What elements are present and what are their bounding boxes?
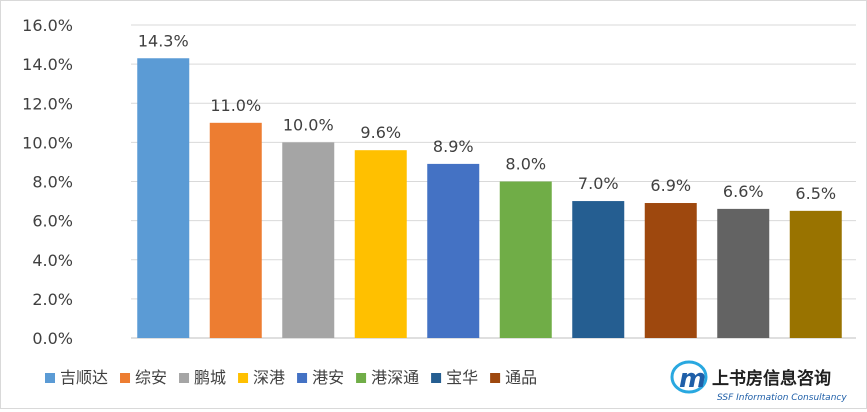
- data-labels: 14.3% 11.0% 10.0% 9.6% 8.9% 8.0% 7.0% 6.9% 6.6% 6…: [138, 31, 836, 203]
- bar: [499, 181, 552, 338]
- y-tick-label: 4.0%: [32, 251, 73, 270]
- legend-label: 鹏城: [194, 368, 226, 387]
- bar: [427, 163, 480, 338]
- data-label: 6.5%: [795, 184, 836, 203]
- legend-swatch: [297, 373, 308, 383]
- brand-name: 上书房信息咨询: [712, 368, 831, 389]
- legend: 吉顺达 综安 鹏城 深港 港安 港深通 宝华 通品: [45, 368, 537, 387]
- brand-logo-icon: m: [670, 360, 708, 394]
- bar: [789, 210, 842, 338]
- data-label: 14.3%: [138, 31, 189, 50]
- data-label: 9.6%: [360, 123, 401, 142]
- y-tick-label: 0.0%: [32, 329, 73, 348]
- data-label: 10.0%: [283, 115, 334, 134]
- bar: [572, 201, 625, 338]
- bar: [209, 122, 262, 338]
- legend-swatch: [45, 373, 55, 383]
- bar: [717, 208, 770, 338]
- legend-label: 综安: [135, 368, 167, 387]
- legend-label: 宝华: [446, 368, 478, 387]
- legend-swatch: [179, 373, 190, 383]
- bar: [282, 142, 335, 338]
- data-label: 8.9%: [433, 137, 474, 156]
- y-axis: 0.0% 2.0% 4.0% 6.0% 8.0% 10.0% 12.0% 14.0% 16.0%: [22, 16, 73, 348]
- data-label: 8.0%: [505, 155, 546, 174]
- legend-label: 港安: [312, 368, 344, 387]
- bar: [137, 58, 190, 338]
- legend-swatch: [238, 373, 249, 383]
- legend-swatch: [490, 373, 501, 383]
- bar: [644, 203, 697, 338]
- logo-mark: m: [679, 364, 706, 394]
- legend-swatch: [356, 373, 367, 383]
- logo-ring: [670, 360, 708, 394]
- data-label: 6.6%: [723, 182, 764, 201]
- legend-swatch: [431, 373, 442, 383]
- y-tick-label: 12.0%: [22, 94, 73, 113]
- legend-label: 吉顺达: [60, 368, 108, 387]
- y-tick-label: 8.0%: [32, 173, 73, 192]
- y-tick-label: 2.0%: [32, 290, 73, 309]
- data-label: 7.0%: [578, 174, 619, 193]
- y-tick-label: 10.0%: [22, 133, 73, 152]
- legend-label: 通品: [505, 368, 537, 387]
- brand-subtitle: SSF Information Consultancy: [717, 393, 847, 403]
- y-tick-label: 6.0%: [32, 212, 73, 231]
- data-label: 11.0%: [210, 96, 261, 115]
- legend-label: 港深通: [371, 368, 419, 387]
- watermark-logo: m 上书房信息咨询 SSF Information Consultancy: [670, 360, 847, 403]
- bar: [354, 150, 407, 338]
- y-tick-label: 16.0%: [22, 16, 73, 35]
- bars: [137, 58, 842, 338]
- y-tick-label: 14.0%: [22, 55, 73, 74]
- data-label: 6.9%: [650, 176, 691, 195]
- legend-swatch: [120, 373, 131, 383]
- legend-label: 深港: [253, 368, 285, 387]
